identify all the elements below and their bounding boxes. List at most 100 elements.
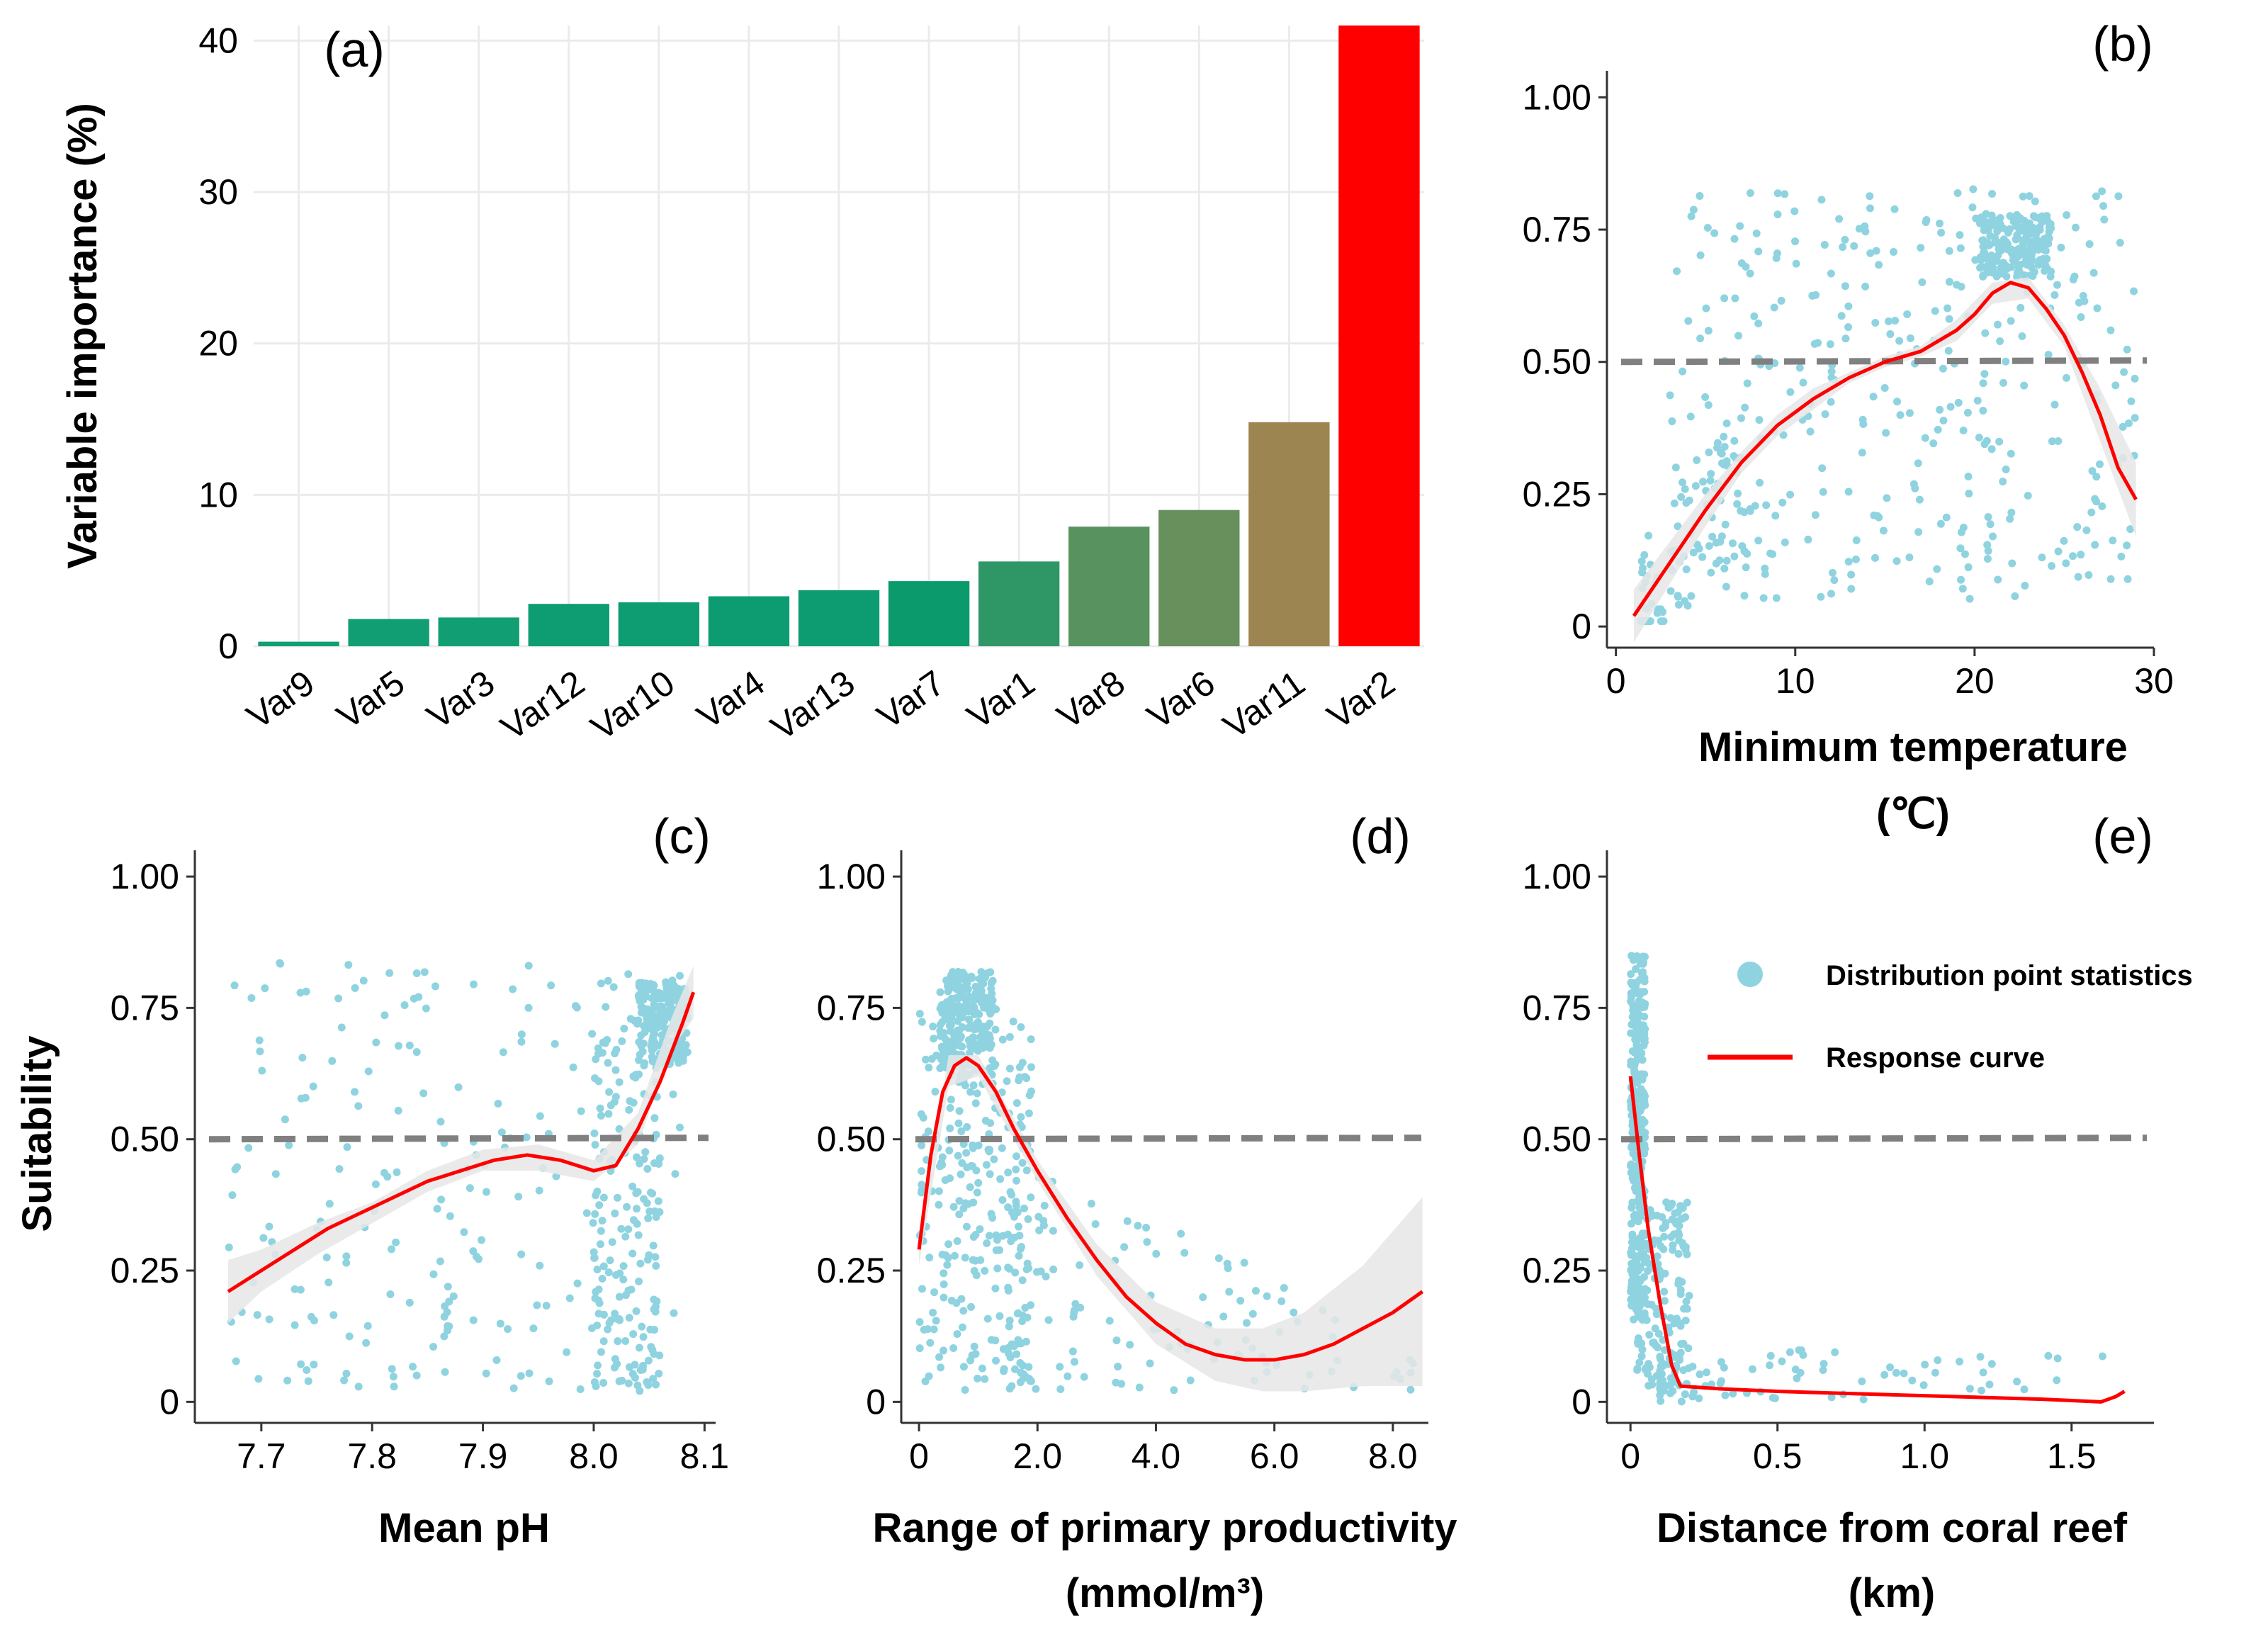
data-point <box>2025 192 2033 201</box>
data-point <box>1637 1085 1645 1093</box>
data-point <box>962 1222 971 1231</box>
data-point <box>1956 231 1964 240</box>
data-point <box>1710 229 1719 237</box>
data-point <box>1945 315 1953 323</box>
data-point <box>2092 192 2100 201</box>
data-point <box>372 1038 380 1047</box>
data-point <box>409 1363 417 1371</box>
data-point <box>1012 1099 1021 1108</box>
panel-label: (c) <box>653 809 711 864</box>
data-point <box>1236 1297 1245 1305</box>
data-point <box>1702 304 1710 312</box>
data-point <box>987 1336 995 1344</box>
bar-var6 <box>1158 509 1240 646</box>
data-point <box>340 1376 349 1385</box>
data-point <box>2043 216 2051 225</box>
x-tick-label: 7.9 <box>458 1436 508 1476</box>
y-tick-label: 0.25 <box>1523 474 1591 514</box>
data-point <box>2026 238 2035 247</box>
data-point <box>2028 257 2036 265</box>
data-point <box>1632 964 1640 973</box>
data-point <box>941 1035 949 1043</box>
data-point <box>1831 1348 1839 1356</box>
data-point <box>1653 1252 1661 1261</box>
data-point <box>2127 397 2136 405</box>
data-point <box>545 1377 553 1385</box>
data-point <box>344 961 353 969</box>
data-point <box>1821 410 1829 418</box>
data-point <box>944 1240 953 1249</box>
data-point <box>922 1055 930 1064</box>
data-point <box>437 1195 446 1204</box>
data-point <box>978 998 986 1007</box>
data-point <box>261 984 269 993</box>
data-point <box>958 1159 966 1167</box>
data-point <box>1664 1203 1673 1212</box>
data-point <box>1018 1059 1027 1067</box>
data-point <box>1627 1259 1636 1268</box>
data-point <box>1835 215 1844 223</box>
data-point <box>429 1343 438 1351</box>
data-point <box>1070 1308 1078 1317</box>
x-tick-label: Var3 <box>419 663 502 736</box>
data-point <box>947 1296 956 1305</box>
data-point <box>636 1038 644 1047</box>
data-point <box>1032 1268 1041 1276</box>
data-point <box>949 1344 958 1352</box>
data-point <box>1671 1209 1679 1217</box>
data-point <box>1022 1265 1031 1273</box>
data-point <box>938 1251 947 1259</box>
data-point <box>1679 478 1687 487</box>
data-point <box>2012 235 2020 244</box>
data-point <box>1917 244 1925 252</box>
data-point <box>947 974 955 982</box>
data-point <box>497 1128 506 1137</box>
data-point <box>1750 312 1759 320</box>
data-point <box>1011 1365 1020 1373</box>
data-point <box>1766 1351 1775 1360</box>
data-point <box>1039 1217 1048 1225</box>
data-point <box>1080 1373 1088 1381</box>
data-point <box>986 1064 994 1072</box>
data-point <box>335 1165 344 1173</box>
data-point <box>1730 452 1738 461</box>
data-point <box>1817 592 1825 601</box>
data-point <box>628 1249 637 1258</box>
data-point <box>1681 1390 1689 1399</box>
data-point <box>647 1006 655 1015</box>
data-point <box>950 1251 959 1260</box>
data-point <box>1105 1317 1114 1325</box>
data-point <box>929 1308 937 1317</box>
data-point <box>1673 267 1681 276</box>
data-point <box>310 1361 318 1369</box>
data-point <box>2006 212 2014 220</box>
x-tick-label: 7.7 <box>237 1436 286 1476</box>
data-point <box>629 1098 638 1107</box>
data-point <box>380 1011 389 1020</box>
data-point <box>2041 247 2050 255</box>
data-point <box>2029 212 2038 220</box>
data-point <box>2050 400 2059 409</box>
data-point <box>1177 1229 1185 1238</box>
data-point <box>1721 1391 1730 1399</box>
data-point <box>595 1201 604 1210</box>
data-point <box>953 974 961 982</box>
data-point <box>233 1163 242 1171</box>
bar-var5 <box>348 619 429 646</box>
data-point <box>1921 434 1929 442</box>
data-point <box>1795 364 1804 372</box>
data-point <box>1738 542 1747 551</box>
data-point <box>940 1280 948 1289</box>
data-point <box>1752 229 1761 237</box>
data-point <box>1771 512 1780 520</box>
data-point <box>1021 1073 1029 1081</box>
data-point <box>1634 1306 1642 1314</box>
data-point <box>1983 541 1992 549</box>
data-point <box>393 1168 401 1176</box>
data-point <box>400 1001 409 1010</box>
data-point <box>597 1348 605 1356</box>
data-point <box>2130 287 2138 295</box>
data-point <box>642 986 650 995</box>
data-point <box>412 969 421 978</box>
data-point <box>2093 304 2101 312</box>
